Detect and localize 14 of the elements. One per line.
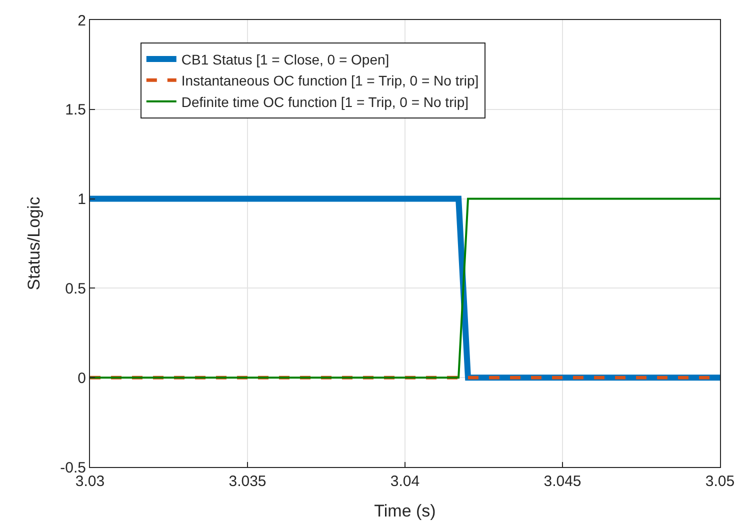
x-axis-title: Time (s): [374, 501, 436, 520]
x-tick-label: 3.05: [705, 473, 735, 490]
legend-label: Definite time OC function [1 = Trip, 0 = No trip]: [181, 94, 469, 110]
y-axis-title: Status/Logic: [24, 196, 44, 290]
y-tick-label: 0: [78, 370, 86, 387]
x-tick-label: 3.035: [228, 473, 266, 490]
legend-label: Instantaneous OC function [1 = Trip, 0 = No trip]: [181, 72, 479, 89]
legend-label: CB1 Status [1 = Close, 0 = Open]: [181, 51, 390, 68]
y-tick-label: 1: [78, 191, 86, 208]
y-tick-label: 2: [78, 12, 86, 30]
x-tick-label: 3.045: [544, 473, 582, 490]
y-tick-label: 1.5: [65, 102, 86, 119]
y-tick-label: 0.5: [65, 280, 86, 298]
x-tick-label: 3.04: [390, 473, 420, 490]
